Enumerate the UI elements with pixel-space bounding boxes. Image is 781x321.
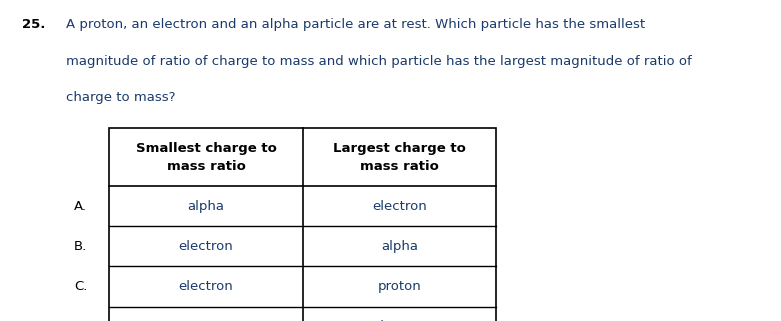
Text: electron: electron <box>372 320 426 321</box>
Text: electron: electron <box>372 200 426 213</box>
Text: Largest charge to
mass ratio: Largest charge to mass ratio <box>333 142 465 173</box>
Text: charge to mass?: charge to mass? <box>66 91 176 104</box>
Text: electron: electron <box>179 240 234 253</box>
Text: magnitude of ratio of charge to mass and which particle has the largest magnitud: magnitude of ratio of charge to mass and… <box>66 55 692 67</box>
Text: C.: C. <box>74 280 87 293</box>
Text: alpha: alpha <box>187 200 224 213</box>
Bar <box>109 128 496 321</box>
Text: electron: electron <box>179 280 234 293</box>
Text: A.: A. <box>74 200 87 213</box>
Text: proton: proton <box>184 320 228 321</box>
Text: Smallest charge to
mass ratio: Smallest charge to mass ratio <box>136 142 276 173</box>
Text: A proton, an electron and an alpha particle are at rest. Which particle has the : A proton, an electron and an alpha parti… <box>66 18 646 30</box>
Text: D.: D. <box>74 320 88 321</box>
Text: proton: proton <box>377 280 421 293</box>
Text: B.: B. <box>74 240 87 253</box>
Text: 25.: 25. <box>22 18 45 30</box>
Text: alpha: alpha <box>381 240 418 253</box>
